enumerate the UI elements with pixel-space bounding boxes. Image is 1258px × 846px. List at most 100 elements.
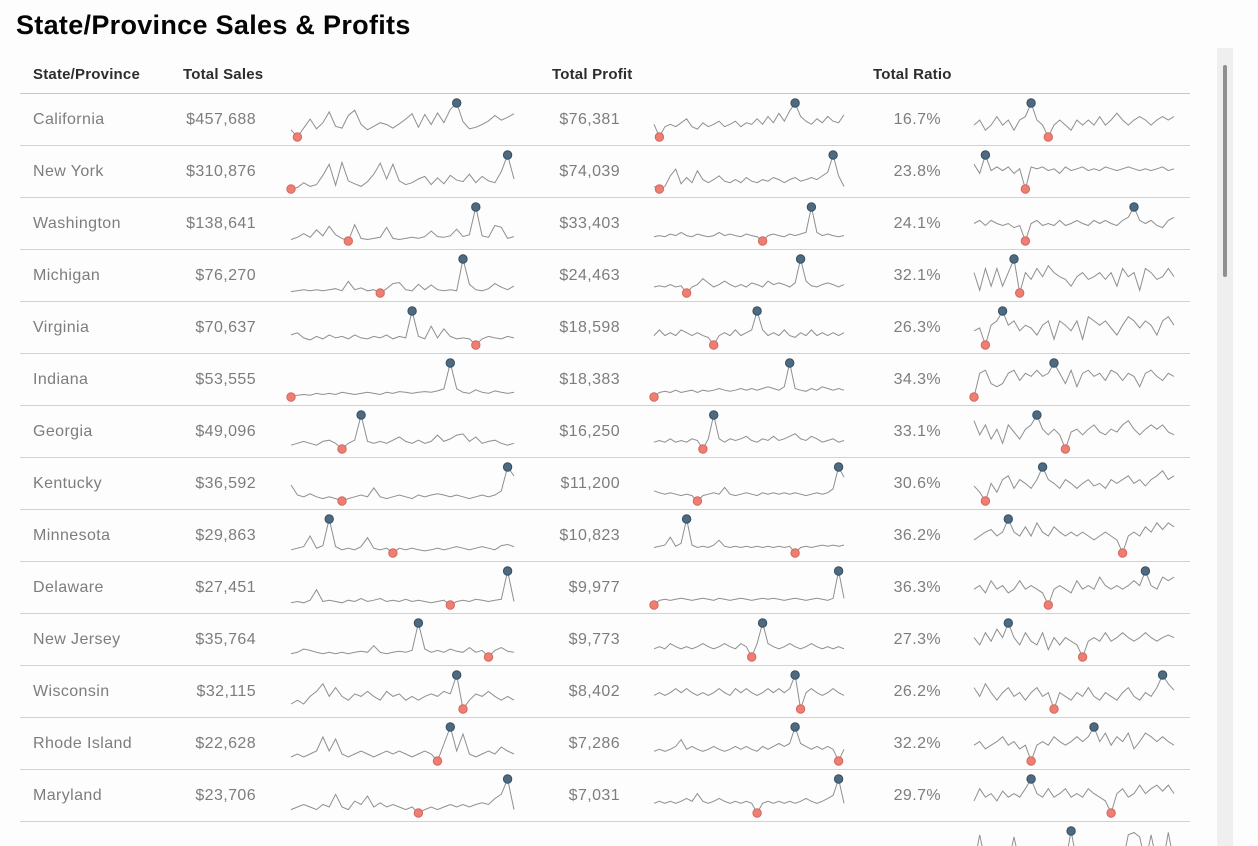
min-marker-dot[interactable] bbox=[337, 443, 347, 454]
min-marker-dot[interactable] bbox=[649, 391, 659, 402]
sales-sparkline[interactable] bbox=[285, 200, 520, 248]
ratio-sparkline[interactable] bbox=[968, 96, 1180, 144]
min-marker-dot[interactable] bbox=[790, 547, 800, 558]
sales-sparkline[interactable] bbox=[285, 824, 520, 846]
min-marker-dot[interactable] bbox=[681, 287, 692, 298]
min-marker-dot[interactable] bbox=[795, 703, 806, 714]
max-marker-dot[interactable] bbox=[1026, 773, 1036, 784]
max-marker-dot[interactable] bbox=[1026, 97, 1036, 108]
max-marker-dot[interactable] bbox=[1140, 565, 1151, 576]
min-marker-dot[interactable] bbox=[1026, 755, 1036, 766]
max-marker-dot[interactable] bbox=[356, 409, 366, 420]
profit-sparkline[interactable] bbox=[648, 96, 850, 144]
min-marker-dot[interactable] bbox=[292, 131, 303, 142]
min-marker-dot[interactable] bbox=[388, 547, 398, 558]
profit-sparkline[interactable] bbox=[648, 668, 850, 716]
ratio-sparkline[interactable] bbox=[968, 512, 1180, 560]
min-marker-dot[interactable] bbox=[654, 183, 665, 194]
max-marker-dot[interactable] bbox=[445, 721, 456, 732]
min-marker-dot[interactable] bbox=[286, 183, 296, 194]
max-marker-dot[interactable] bbox=[997, 305, 1008, 316]
min-marker-dot[interactable] bbox=[757, 235, 768, 246]
min-marker-dot[interactable] bbox=[969, 391, 979, 402]
sales-sparkline[interactable] bbox=[285, 668, 520, 716]
sales-sparkline[interactable] bbox=[285, 252, 520, 300]
max-marker-dot[interactable] bbox=[833, 461, 844, 472]
ratio-sparkline[interactable] bbox=[968, 252, 1180, 300]
max-marker-dot[interactable] bbox=[407, 305, 417, 316]
profit-sparkline[interactable] bbox=[648, 824, 850, 846]
profit-sparkline[interactable] bbox=[648, 200, 850, 248]
min-marker-dot[interactable] bbox=[375, 287, 385, 298]
max-marker-dot[interactable] bbox=[502, 773, 513, 784]
min-marker-dot[interactable] bbox=[692, 495, 703, 506]
max-marker-dot[interactable] bbox=[445, 357, 456, 368]
profit-sparkline[interactable] bbox=[648, 460, 850, 508]
ratio-sparkline[interactable] bbox=[968, 616, 1180, 664]
profit-sparkline[interactable] bbox=[648, 304, 850, 352]
sales-sparkline[interactable] bbox=[285, 512, 520, 560]
max-marker-dot[interactable] bbox=[1049, 357, 1059, 368]
max-marker-dot[interactable] bbox=[1157, 669, 1168, 680]
max-marker-dot[interactable] bbox=[833, 773, 844, 784]
profit-sparkline[interactable] bbox=[648, 408, 850, 456]
max-marker-dot[interactable] bbox=[458, 253, 468, 264]
sales-sparkline[interactable] bbox=[285, 616, 520, 664]
ratio-sparkline[interactable] bbox=[968, 720, 1180, 768]
max-marker-dot[interactable] bbox=[502, 149, 513, 160]
max-marker-dot[interactable] bbox=[828, 149, 838, 160]
min-marker-dot[interactable] bbox=[1049, 703, 1059, 714]
max-marker-dot[interactable] bbox=[790, 669, 800, 680]
vertical-scrollbar-track[interactable] bbox=[1217, 48, 1233, 846]
min-marker-dot[interactable] bbox=[1020, 183, 1031, 194]
min-marker-dot[interactable] bbox=[649, 599, 659, 610]
ratio-sparkline[interactable] bbox=[968, 772, 1180, 820]
max-marker-dot[interactable] bbox=[452, 669, 462, 680]
min-marker-dot[interactable] bbox=[458, 703, 468, 714]
max-marker-dot[interactable] bbox=[681, 513, 692, 524]
ratio-sparkline[interactable] bbox=[968, 564, 1180, 612]
sales-sparkline[interactable] bbox=[285, 304, 520, 352]
profit-sparkline[interactable] bbox=[648, 564, 850, 612]
max-marker-dot[interactable] bbox=[502, 565, 513, 576]
min-marker-dot[interactable] bbox=[432, 755, 443, 766]
vertical-scrollbar-thumb[interactable] bbox=[1223, 65, 1227, 277]
profit-sparkline[interactable] bbox=[648, 252, 850, 300]
max-marker-dot[interactable] bbox=[1129, 201, 1139, 212]
max-marker-dot[interactable] bbox=[833, 565, 844, 576]
ratio-sparkline[interactable] bbox=[968, 824, 1180, 846]
max-marker-dot[interactable] bbox=[471, 201, 481, 212]
min-marker-dot[interactable] bbox=[1015, 287, 1025, 298]
max-marker-dot[interactable] bbox=[795, 253, 806, 264]
max-marker-dot[interactable] bbox=[502, 461, 513, 472]
ratio-sparkline[interactable] bbox=[968, 200, 1180, 248]
min-marker-dot[interactable] bbox=[1106, 807, 1116, 818]
min-marker-dot[interactable] bbox=[1077, 651, 1088, 662]
min-marker-dot[interactable] bbox=[337, 495, 347, 506]
min-marker-dot[interactable] bbox=[833, 755, 844, 766]
min-marker-dot[interactable] bbox=[445, 599, 456, 610]
max-marker-dot[interactable] bbox=[708, 409, 719, 420]
sales-sparkline[interactable] bbox=[285, 356, 520, 404]
profit-sparkline[interactable] bbox=[648, 720, 850, 768]
sales-sparkline[interactable] bbox=[285, 148, 520, 196]
min-marker-dot[interactable] bbox=[747, 651, 757, 662]
profit-sparkline[interactable] bbox=[648, 148, 850, 196]
sales-sparkline[interactable] bbox=[285, 720, 520, 768]
ratio-sparkline[interactable] bbox=[968, 304, 1180, 352]
profit-sparkline[interactable] bbox=[648, 356, 850, 404]
max-marker-dot[interactable] bbox=[806, 201, 817, 212]
ratio-sparkline[interactable] bbox=[968, 356, 1180, 404]
min-marker-dot[interactable] bbox=[752, 807, 762, 818]
max-marker-dot[interactable] bbox=[790, 721, 800, 732]
max-marker-dot[interactable] bbox=[1066, 825, 1076, 836]
max-marker-dot[interactable] bbox=[1003, 513, 1013, 524]
max-marker-dot[interactable] bbox=[790, 97, 800, 108]
min-marker-dot[interactable] bbox=[980, 495, 991, 506]
max-marker-dot[interactable] bbox=[324, 513, 334, 524]
min-marker-dot[interactable] bbox=[1043, 599, 1054, 610]
min-marker-dot[interactable] bbox=[413, 807, 424, 818]
ratio-sparkline[interactable] bbox=[968, 408, 1180, 456]
max-marker-dot[interactable] bbox=[752, 305, 762, 316]
max-marker-dot[interactable] bbox=[413, 617, 424, 628]
